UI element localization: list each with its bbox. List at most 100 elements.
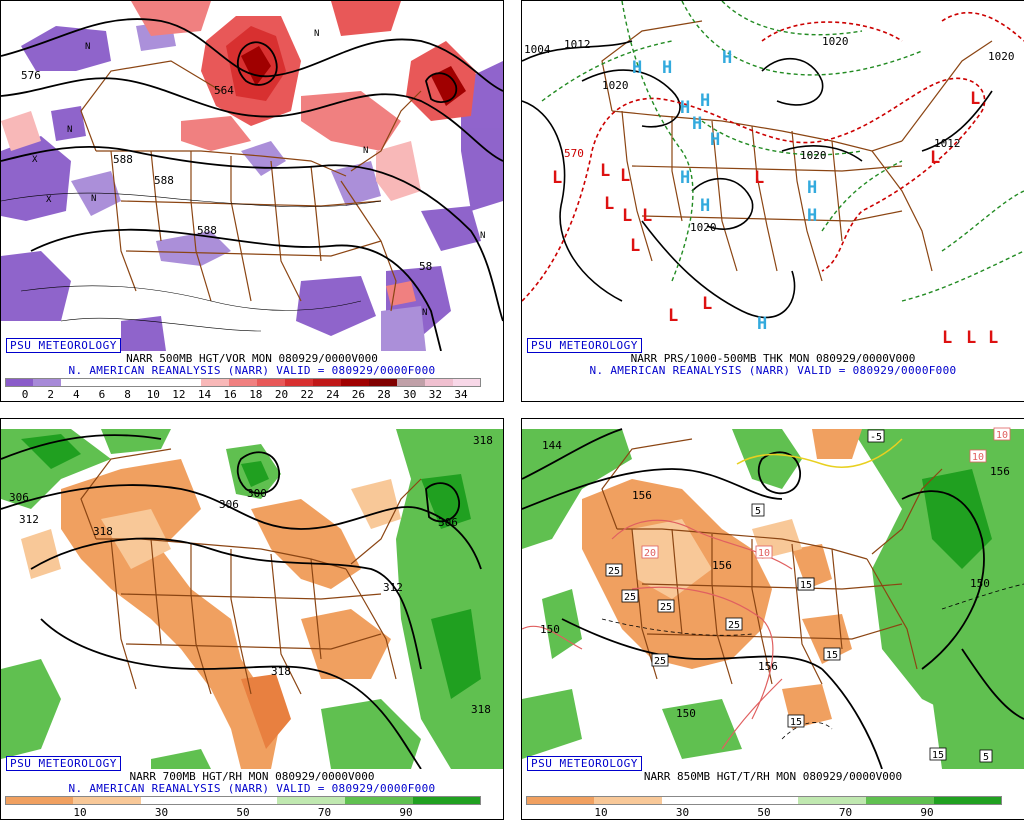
colorbar-tick-label: 30 (675, 806, 690, 819)
svg-text:L: L (668, 306, 678, 326)
contour-label: 144 (542, 439, 562, 452)
height-contours (1, 434, 482, 769)
isotherms-cold (736, 438, 903, 468)
colorbar-tick-label: 70 (317, 806, 332, 819)
contour-label: 312 (383, 581, 403, 594)
contour-label: 570 (564, 147, 584, 160)
height-labels: 144 156 156 150 150 156 150 156 (540, 439, 1010, 720)
thickness-cool (541, 1, 1024, 302)
colorbar-segment (341, 378, 370, 387)
moist-areas (1, 429, 503, 769)
colorbar-tick-label: 14 (197, 388, 212, 401)
contour-label: 318 (93, 525, 113, 538)
vorticity-map: 576 588 588 564 588 58 N N N N N N X X N (1, 1, 503, 351)
svg-text:L: L (754, 168, 764, 188)
product-title: NARR 850MB HGT/T/RH MON 080929/0000V000 (643, 770, 903, 783)
contour-label: 150 (676, 707, 696, 720)
colorbar-segment (453, 378, 481, 387)
contour-label: 150 (540, 623, 560, 636)
colorbar-segment (425, 378, 454, 387)
moist-areas (522, 429, 1024, 769)
colorbar-tick-label: 24 (326, 388, 340, 401)
svg-text:H: H (632, 58, 642, 78)
colorbar-tick-label: 12 (172, 388, 186, 401)
high-centers: H H H H H H H H H H H H (632, 48, 817, 334)
product-title: NARR 500MB HGT/VOR MON 080929/0000V000 (126, 352, 378, 365)
colorbar-outline (5, 796, 481, 805)
contour-label: 1012 (564, 38, 591, 51)
contour-label: 1020 (690, 221, 717, 234)
rh-colorbar-ticks: 10 30 50 70 90 (1, 806, 503, 819)
colorbar-segment (730, 796, 799, 805)
valid-time-line: N. AMERICAN REANALYSIS (NARR) VALID = 08… (68, 782, 436, 795)
colorbar-segment (61, 378, 90, 387)
colorbar-tick-label: 90 (920, 806, 934, 819)
political-boundaries (80, 448, 422, 695)
colorbar-segment (33, 378, 62, 387)
svg-text:10: 10 (758, 548, 770, 559)
svg-text:N: N (91, 194, 96, 204)
colorbar-tick-label: 90 (399, 806, 413, 819)
thickness-warm (522, 11, 1024, 302)
colorbar-tick-label: 70 (838, 806, 853, 819)
political-boundaries (601, 438, 943, 685)
colorbar-tick-label: 8 (124, 388, 131, 401)
valid-time-line: N. AMERICAN REANALYSIS (NARR) VALID = 08… (68, 364, 436, 377)
colorbar-tick-label: 34 (454, 388, 468, 401)
svg-text:H: H (700, 91, 710, 111)
colorbar-outline (526, 796, 1002, 805)
svg-text:N: N (314, 29, 319, 39)
colorbar-segment (201, 378, 230, 387)
svg-text:L: L (988, 328, 998, 348)
svg-text:15: 15 (932, 750, 944, 761)
psu-meteorology-label: PSU METEOROLOGY (6, 338, 121, 353)
svg-text:25: 25 (728, 620, 740, 631)
colorbar-segment (798, 796, 867, 805)
colorbar-segment (526, 796, 595, 805)
svg-text:H: H (807, 178, 817, 198)
panel-500mb-vorticity: 576 588 588 564 588 58 N N N N N N X X N PSU M… (0, 0, 504, 402)
contour-label: 306 (9, 491, 29, 504)
svg-text:-5: -5 (870, 432, 882, 443)
contour-label: 1020 (988, 50, 1015, 63)
colorbar-tick-label: 10 (73, 806, 87, 819)
svg-text:H: H (680, 168, 690, 188)
contour-label: 306 (219, 498, 239, 511)
colorbar-segment (277, 796, 346, 805)
svg-text:15: 15 (826, 650, 838, 661)
svg-text:15: 15 (800, 580, 812, 591)
colorbar-segment (73, 796, 142, 805)
svg-text:5: 5 (755, 506, 761, 517)
colorbar-segment (117, 378, 146, 387)
colorbar-segment (345, 796, 414, 805)
colorbar-segment (662, 796, 731, 805)
dry-areas (21, 459, 401, 769)
colorbar-outline (5, 378, 481, 387)
svg-text:25: 25 (624, 592, 636, 603)
positive-vorticity-areas (1, 1, 476, 306)
svg-text:5: 5 (983, 752, 989, 763)
colorbar-segment (397, 378, 426, 387)
low-centers: L L L L L L L L L L L L L L L (552, 89, 998, 348)
colorbar-tick-label: 6 (98, 388, 106, 401)
colorbar-segment (5, 796, 74, 805)
svg-text:10: 10 (972, 452, 984, 463)
colorbar-segment (5, 378, 34, 387)
contour-label: 1020 (822, 35, 849, 48)
colorbar-tick-label: 30 (154, 806, 169, 819)
svg-text:10: 10 (996, 430, 1008, 441)
product-title: NARR 700MB HGT/RH MON 080929/0000V000 (129, 770, 375, 783)
colorbar-segment (173, 378, 202, 387)
svg-text:25: 25 (654, 656, 666, 667)
colorbar-segment (934, 796, 1002, 805)
panel-pressure-thickness: 1004 1012 1020 1020 1012 1020 1020 570 1… (521, 0, 1024, 402)
height-contours (522, 428, 1024, 769)
contour-label: 1012 (934, 137, 961, 150)
contour-label: 576 (21, 69, 41, 82)
svg-text:H: H (700, 196, 710, 216)
svg-text:H: H (662, 58, 672, 78)
rh-colorbar (526, 796, 1002, 805)
colorbar-tick-label: 50 (236, 806, 250, 819)
rh-colorbar-ticks: 10 30 50 70 90 (522, 806, 1024, 819)
svg-text:20: 20 (644, 548, 656, 559)
